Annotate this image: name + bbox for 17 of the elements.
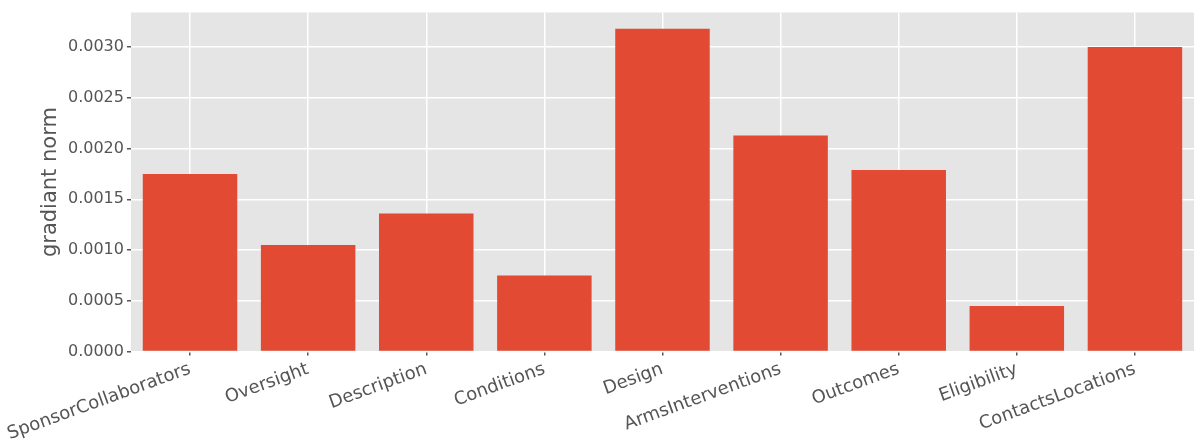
y-tick-label: 0.0025	[67, 87, 124, 106]
bar	[969, 305, 1065, 351]
bar	[260, 245, 356, 351]
y-tick-label: 0.0005	[67, 289, 124, 309]
y-axis-title: gradiant norm	[36, 107, 61, 258]
y-tick-label: 0.0015	[67, 188, 124, 208]
y-tick-label: 0.0000	[67, 340, 124, 360]
bar	[851, 169, 946, 351]
y-tick-label: 0.0020	[67, 137, 124, 157]
bar	[615, 28, 710, 351]
y-tick-label: 0.0030	[67, 36, 124, 56]
bar	[379, 213, 474, 351]
bar	[733, 135, 828, 351]
bar	[1087, 47, 1183, 351]
bar	[497, 275, 592, 351]
y-tick-label: 0.0010	[67, 239, 124, 259]
bar	[142, 173, 238, 351]
